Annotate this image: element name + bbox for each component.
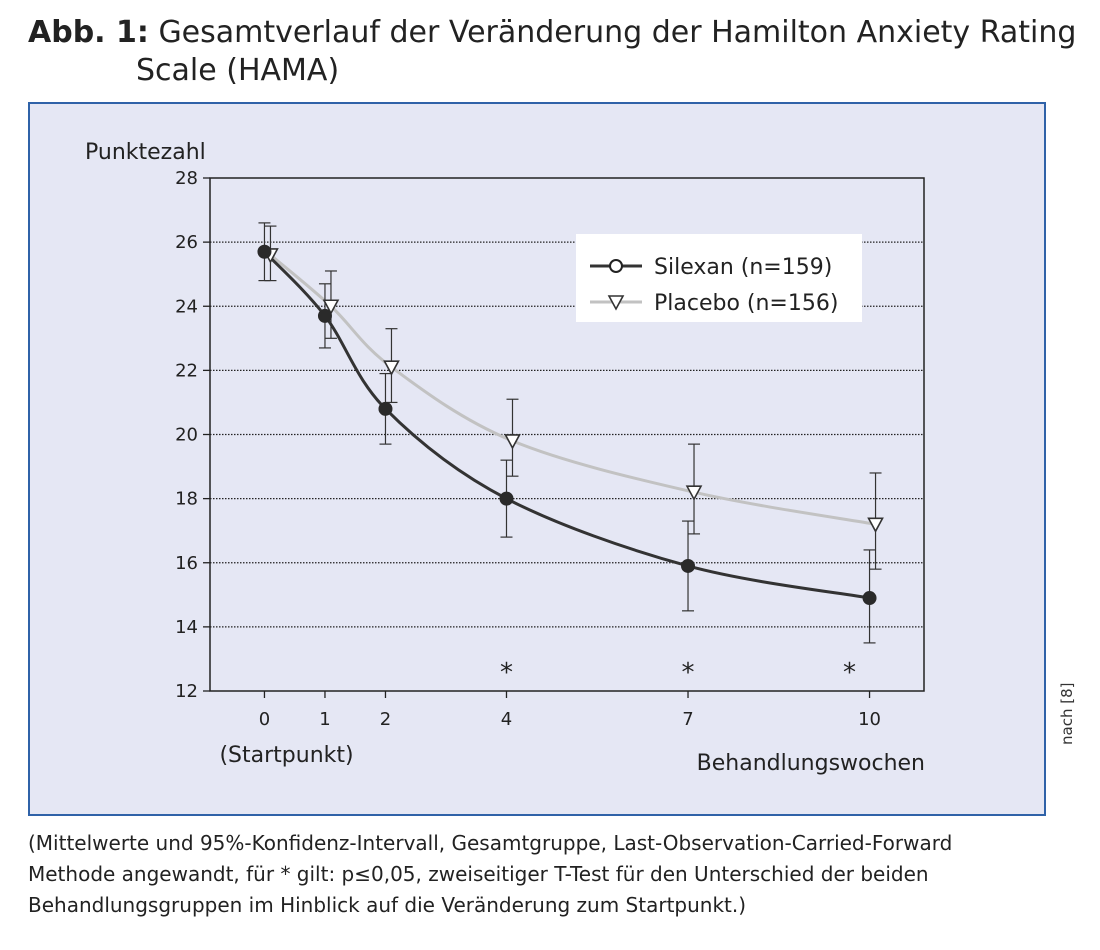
figure-label: Abb. 1: (28, 15, 149, 50)
y-tick-label-22: 22 (175, 360, 198, 381)
y-tick-label-20: 20 (175, 425, 198, 446)
y-tick-label-14: 14 (175, 617, 198, 638)
point-placebo-week-10 (867, 517, 884, 533)
point-silexan-week-1 (317, 308, 332, 323)
point-placebo-week-2 (383, 360, 400, 376)
significance-star-week-4: * (500, 658, 513, 688)
x-tick-label-7: 7 (682, 709, 693, 730)
x-tick-label-1: 1 (319, 709, 330, 730)
y-tick-label-12: 12 (175, 681, 198, 702)
y-tick-label-28: 28 (175, 168, 198, 189)
x-tick-label-0: 0 (259, 709, 270, 730)
point-silexan-week-2 (378, 401, 393, 416)
legend-marker-placebo (607, 295, 625, 311)
y-tick-label-18: 18 (175, 489, 198, 510)
legend-label-placebo: Placebo (n=156) (654, 291, 838, 316)
chart-panel: 12 14 16 18 20 22 24 26 28 0 1 2 4 7 10 Punktezahl Behan… (28, 102, 1046, 816)
point-silexan-week-10 (862, 591, 877, 606)
point-placebo-week-7 (685, 485, 703, 501)
point-placebo-week-4 (504, 434, 521, 450)
x-tick-label-2: 2 (380, 709, 391, 730)
chart-legend: Silexan (n=159) Placebo (n=156) (576, 234, 862, 322)
y-tick-label-16: 16 (175, 553, 198, 574)
x-annotation-startpunkt: (Startpunkt) (219, 743, 353, 768)
legend-box (576, 234, 862, 322)
significance-star-week-10: * (843, 658, 856, 688)
legend-label-silexan: Silexan (n=159) (654, 255, 832, 280)
figure-caption: (Mittelwerte und 95%-Konfidenz-Intervall… (28, 831, 953, 917)
x-tick-label-10: 10 (858, 709, 881, 730)
figure-title-line2: Scale (HAMA) (136, 53, 340, 88)
legend-marker-silexan (609, 259, 623, 273)
point-placebo-week-1 (322, 299, 340, 315)
y-axis-label: Punktezahl (85, 140, 206, 165)
y-tick-label-26: 26 (175, 232, 198, 253)
point-silexan-week-7 (681, 558, 696, 573)
point-silexan-week-0 (257, 244, 272, 259)
point-silexan-week-4 (499, 491, 514, 506)
significance-star-week-7: * (682, 658, 695, 688)
x-tick-label-4: 4 (501, 709, 512, 730)
y-tick-label-24: 24 (175, 296, 198, 317)
x-axis-label: Behandlungswochen (697, 751, 925, 776)
source-note: nach [8] (1058, 682, 1076, 745)
figure-title-line1: Gesamtverlauf der Veränderung der Hamilt… (158, 15, 1077, 50)
